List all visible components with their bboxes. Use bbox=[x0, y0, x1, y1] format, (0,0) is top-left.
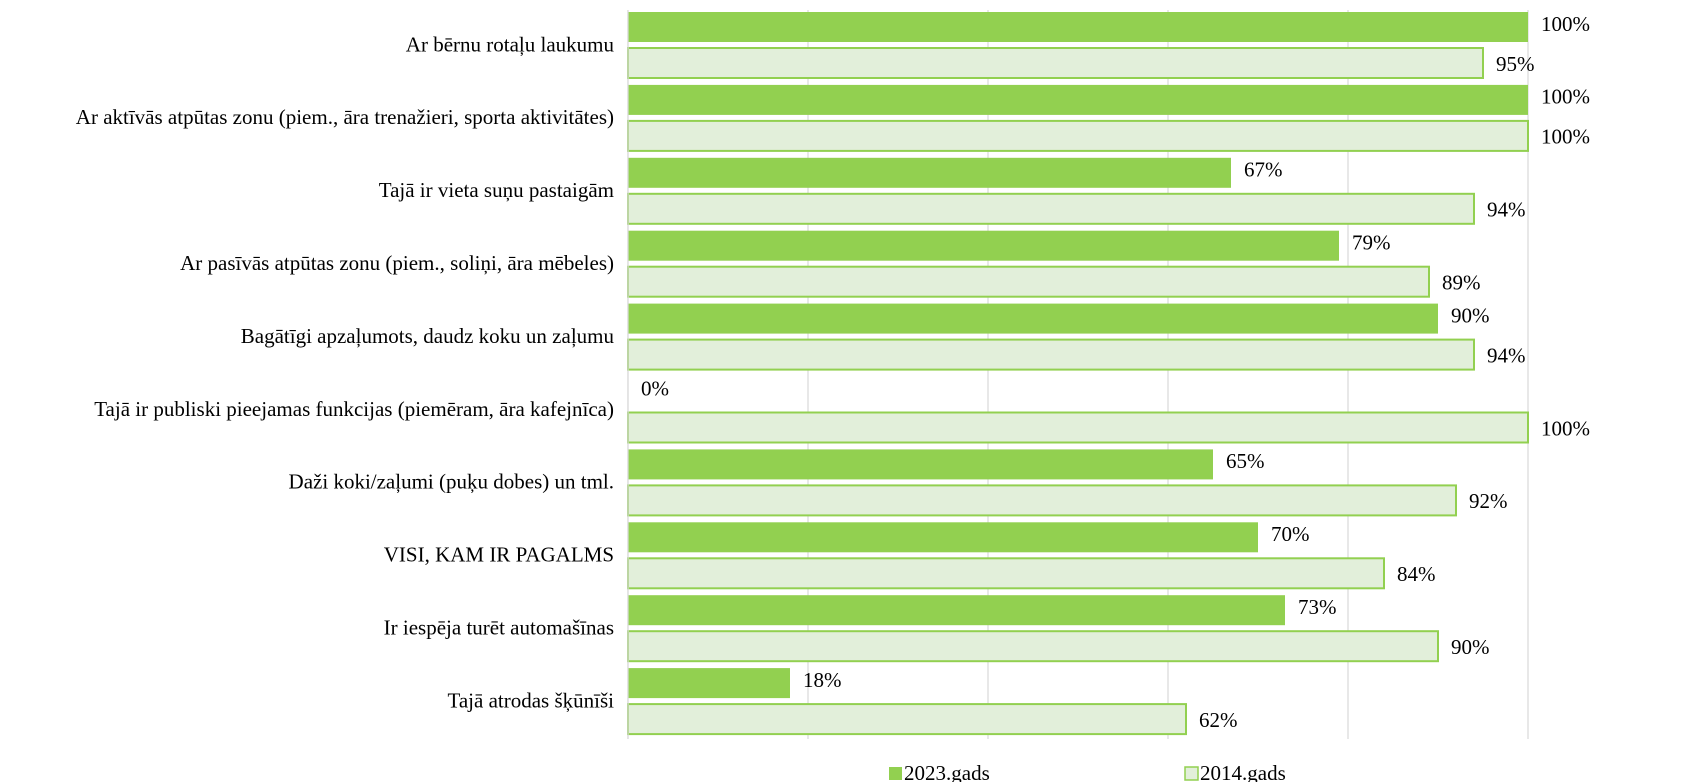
value-label: 90% bbox=[1451, 303, 1490, 327]
value-label: 100% bbox=[1541, 416, 1590, 440]
value-label: 100% bbox=[1541, 12, 1590, 36]
bar bbox=[627, 192, 1475, 225]
bar bbox=[627, 557, 1385, 590]
value-label: 84% bbox=[1397, 562, 1436, 586]
category-label: Tajā atrodas šķūnīši bbox=[448, 688, 615, 712]
value-label: 65% bbox=[1226, 449, 1265, 473]
bar bbox=[627, 703, 1187, 736]
bar bbox=[628, 303, 1438, 334]
value-label: 0% bbox=[641, 376, 669, 400]
category-label: Bagātīgi apzaļumots, daudz koku un zaļum… bbox=[241, 324, 615, 348]
value-label: 94% bbox=[1487, 198, 1526, 222]
bar bbox=[627, 484, 1457, 517]
bar bbox=[628, 84, 1528, 115]
category-label: Ar aktīvās atpūtas zonu (piem., āra tren… bbox=[76, 105, 614, 129]
category-label: Ar bērnu rotaļu laukumu bbox=[406, 32, 615, 56]
category-label: Ar pasīvās atpūtas zonu (piem., soliņi, … bbox=[180, 251, 614, 275]
value-label: 100% bbox=[1541, 85, 1590, 109]
bar bbox=[628, 595, 1285, 626]
bar bbox=[627, 47, 1484, 79]
value-label: 70% bbox=[1271, 522, 1310, 546]
legend-label: 2014.gads bbox=[1200, 761, 1286, 782]
value-label: 95% bbox=[1496, 52, 1535, 76]
bar bbox=[627, 265, 1430, 298]
bar bbox=[627, 338, 1475, 371]
value-label: 67% bbox=[1244, 158, 1283, 182]
bar bbox=[628, 668, 790, 699]
value-label: 79% bbox=[1352, 231, 1391, 255]
legend-label: 2023.gads bbox=[904, 761, 990, 782]
bar bbox=[628, 230, 1339, 261]
legend-swatch bbox=[1184, 766, 1199, 781]
category-label: Tajā ir publiski pieejamas funkcijas (pi… bbox=[94, 397, 614, 421]
category-label: Ir iespēja turēt automašīnas bbox=[384, 615, 614, 639]
value-label: 62% bbox=[1199, 708, 1238, 732]
value-label: 73% bbox=[1298, 595, 1337, 619]
value-label: 89% bbox=[1442, 271, 1481, 295]
value-label: 92% bbox=[1469, 489, 1508, 513]
bar bbox=[628, 157, 1231, 188]
bar bbox=[627, 630, 1439, 663]
legend-swatch bbox=[889, 767, 902, 780]
bar bbox=[628, 522, 1258, 553]
category-label: Daži koki/zaļumi (puķu dobes) un tml. bbox=[289, 470, 614, 494]
bar bbox=[627, 411, 1529, 444]
bar bbox=[628, 12, 1528, 42]
bar bbox=[628, 449, 1213, 480]
value-label: 94% bbox=[1487, 343, 1526, 367]
category-label: Tajā ir vieta suņu pastaigām bbox=[379, 178, 614, 202]
value-label: 100% bbox=[1541, 125, 1590, 149]
category-label: VISI, KAM IR PAGALMS bbox=[384, 543, 614, 567]
value-label: 90% bbox=[1451, 635, 1490, 659]
bar bbox=[627, 119, 1529, 152]
value-label: 18% bbox=[803, 668, 842, 692]
